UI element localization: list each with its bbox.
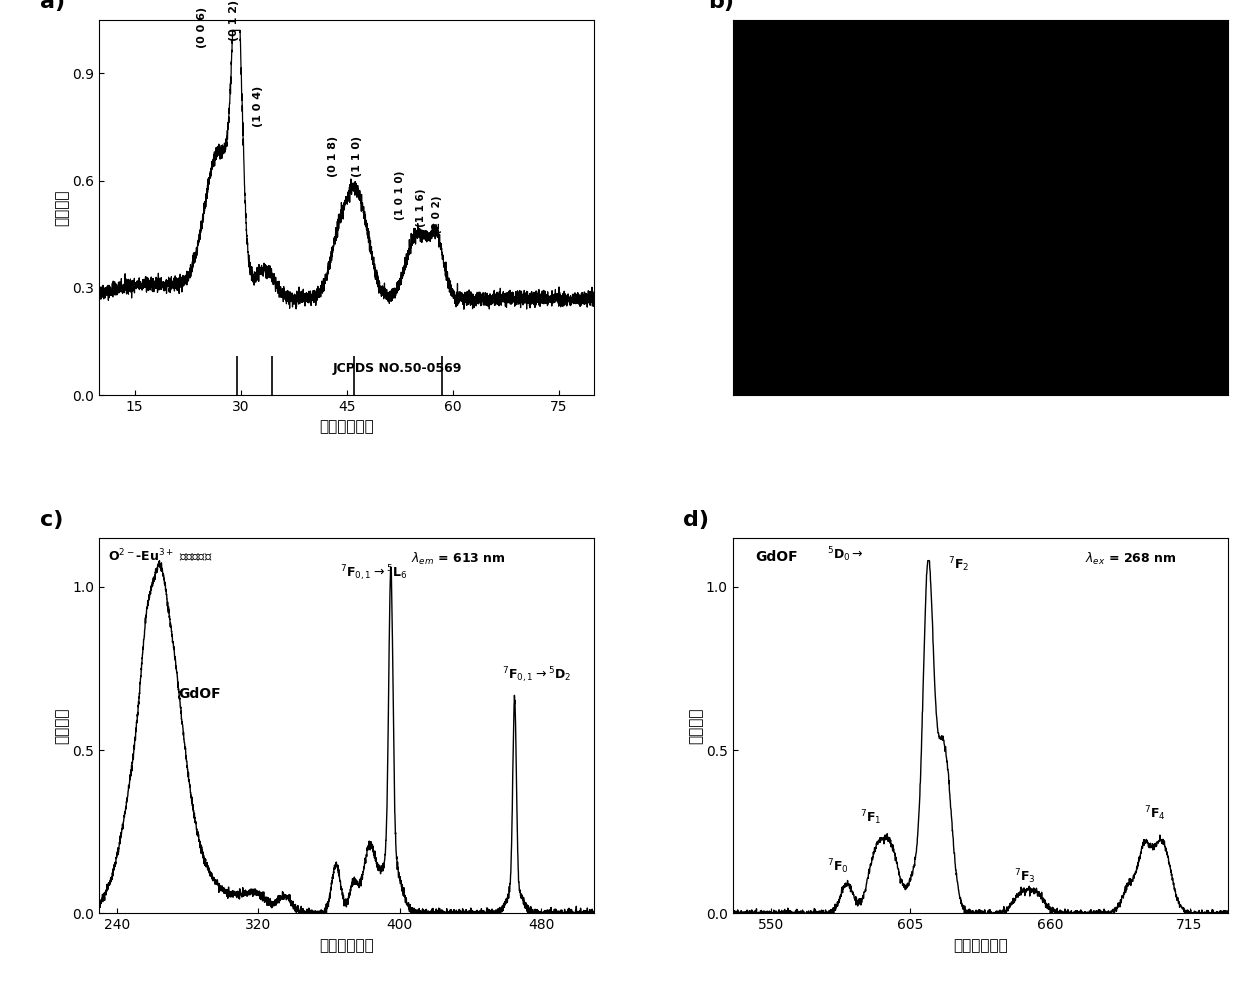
X-axis label: 衍射角（度）: 衍射角（度） (319, 419, 374, 434)
Text: $^7$F$_2$: $^7$F$_2$ (949, 555, 970, 573)
Text: JCPDS NO.50-0569: JCPDS NO.50-0569 (332, 362, 461, 375)
Text: GdOF: GdOF (179, 687, 222, 701)
Text: a): a) (40, 0, 64, 12)
Text: $^7$F$_{0,1}$$\rightarrow$$^5$D$_2$: $^7$F$_{0,1}$$\rightarrow$$^5$D$_2$ (502, 665, 572, 684)
Text: GdOF: GdOF (755, 550, 799, 564)
Text: $^7$F$_1$: $^7$F$_1$ (859, 808, 882, 827)
Text: $\lambda_{em}$ = 613 nm: $\lambda_{em}$ = 613 nm (410, 551, 506, 568)
Text: $^7$F$_0$: $^7$F$_0$ (827, 857, 848, 876)
Text: (0 1 2): (0 1 2) (228, 0, 238, 41)
Text: $^5$D$_0\rightarrow$: $^5$D$_0\rightarrow$ (827, 545, 863, 564)
Text: $\lambda_{ex}$ = 268 nm: $\lambda_{ex}$ = 268 nm (1085, 551, 1177, 568)
Text: O$^{2-}$-Eu$^{3+}$ 电荷迁移带: O$^{2-}$-Eu$^{3+}$ 电荷迁移带 (108, 547, 213, 564)
Text: (1 0 1 0): (1 0 1 0) (394, 171, 404, 220)
Text: c): c) (40, 511, 63, 530)
Text: (1 1 0): (1 1 0) (352, 136, 362, 177)
Text: (2 0 2): (2 0 2) (433, 195, 443, 234)
Y-axis label: 相对强度: 相对强度 (55, 707, 69, 743)
Text: (1 1 6): (1 1 6) (415, 189, 425, 227)
Text: (0 0 6): (0 0 6) (197, 7, 207, 48)
Y-axis label: 相对强度: 相对强度 (688, 707, 703, 743)
Text: $^7$F$_3$: $^7$F$_3$ (1014, 867, 1035, 886)
Text: (0 1 8): (0 1 8) (327, 136, 337, 177)
X-axis label: 波长（纳米）: 波长（纳米） (319, 938, 374, 953)
Text: d): d) (683, 511, 709, 530)
Y-axis label: 相对强度: 相对强度 (55, 190, 69, 226)
Text: b): b) (708, 0, 734, 12)
X-axis label: 波长（纳米）: 波长（纳米） (952, 938, 1008, 953)
Text: (1 0 4): (1 0 4) (253, 85, 263, 127)
Text: $^7$F$_{0,1}$$\rightarrow$$^5$L$_6$: $^7$F$_{0,1}$$\rightarrow$$^5$L$_6$ (340, 564, 407, 583)
Text: $^7$F$_4$: $^7$F$_4$ (1143, 805, 1166, 824)
